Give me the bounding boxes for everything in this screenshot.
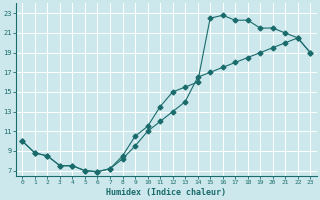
X-axis label: Humidex (Indice chaleur): Humidex (Indice chaleur) bbox=[106, 188, 226, 197]
